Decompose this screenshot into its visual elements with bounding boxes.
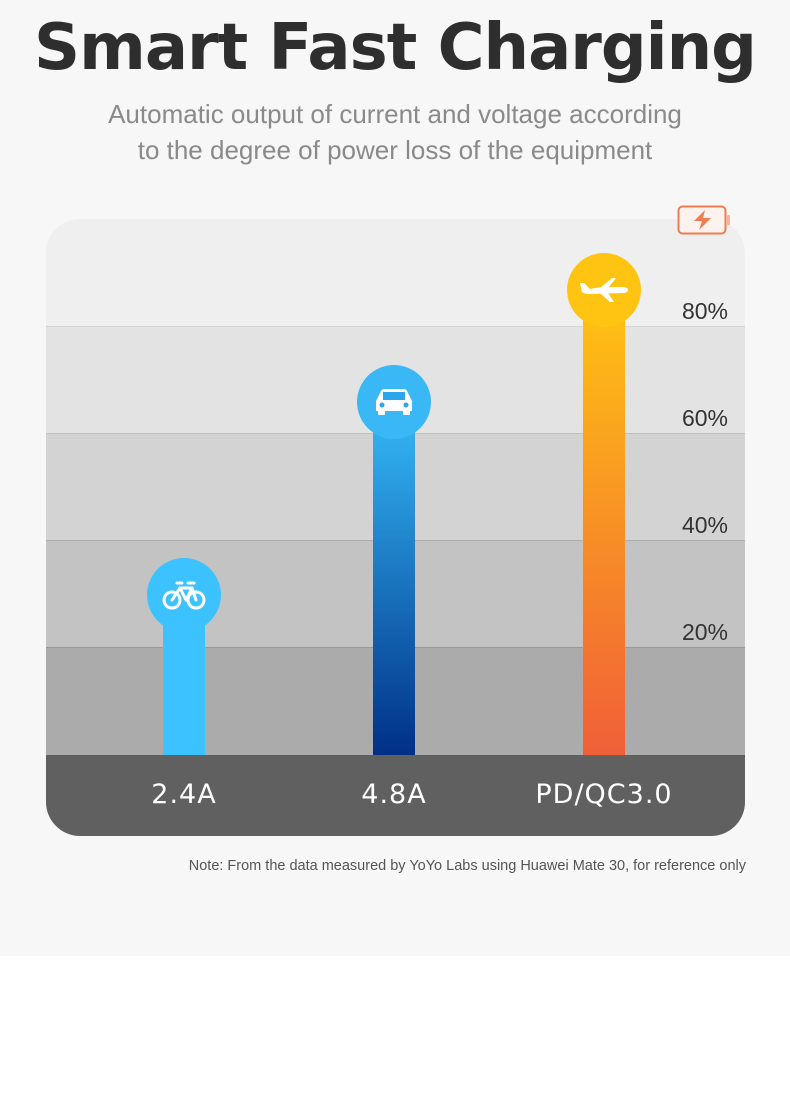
- category-label-2-4a: 2.4A: [151, 779, 217, 810]
- chart-band-top: [46, 219, 745, 326]
- category-bar: [46, 755, 745, 836]
- car-icon: [357, 364, 431, 439]
- bar-4-8a: [373, 401, 415, 755]
- airplane-icon: [567, 252, 641, 327]
- charging-chart: 80% 60% 40% 20% 2.4A 4.8A PD/QC3.0: [46, 219, 745, 836]
- bar-pd-qc3: [583, 289, 625, 755]
- page-subtitle: Automatic output of current and voltage …: [0, 96, 790, 168]
- footnote: Note: From the data measured by YoYo Lab…: [188, 858, 746, 874]
- bicycle-icon: [147, 557, 221, 632]
- y-tick-40: 40%: [681, 512, 728, 538]
- category-label-pd-qc3: PD/QC3.0: [535, 779, 673, 810]
- subtitle-line-1: Automatic output of current and voltage …: [108, 99, 682, 129]
- page-title: Smart Fast Charging: [34, 11, 757, 85]
- y-tick-20: 20%: [681, 619, 728, 645]
- subtitle-line-2: to the degree of power loss of the equip…: [137, 135, 653, 165]
- battery-charging-icon: [677, 205, 730, 235]
- y-tick-80: 80%: [681, 298, 728, 324]
- y-tick-60: 60%: [681, 405, 728, 431]
- category-label-4-8a: 4.8A: [361, 779, 427, 810]
